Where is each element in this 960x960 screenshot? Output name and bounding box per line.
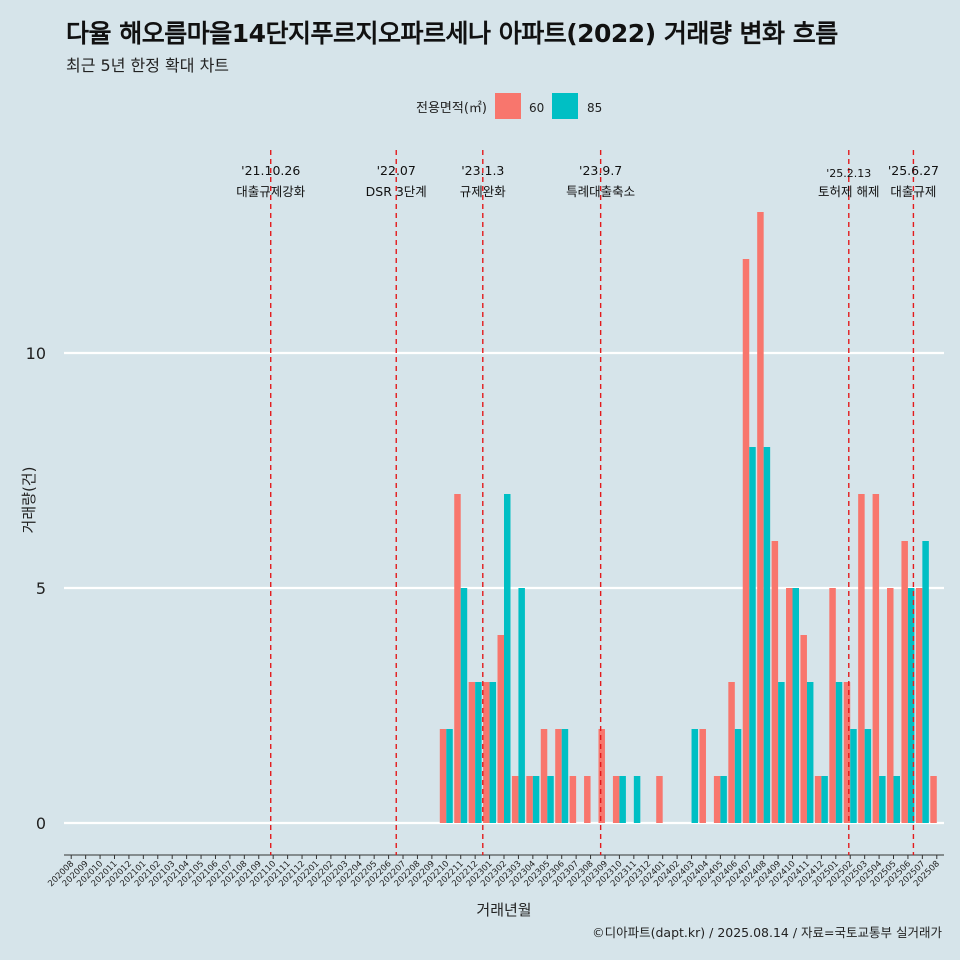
- bar-85-202406: [734, 729, 742, 823]
- bar-60-202405: [713, 776, 721, 823]
- y-tick-label: 5: [36, 579, 46, 598]
- bar-60-202503: [858, 494, 865, 823]
- bar-85-202506: [907, 588, 915, 823]
- bar-85-202210: [446, 729, 453, 823]
- event-name-label: 대출규제강화: [236, 184, 306, 199]
- bar-85-202211: [460, 588, 468, 823]
- bar-60-202211: [454, 494, 461, 823]
- bar-60-202306: [555, 729, 562, 823]
- event-name-label: DSR 3단계: [366, 184, 427, 199]
- bar-60-202411: [800, 635, 807, 823]
- bar-85-202306: [561, 729, 569, 823]
- bar-60-202407: [742, 259, 750, 823]
- bar-85-202507: [922, 541, 929, 823]
- bar-60-202309: [598, 729, 605, 823]
- chart-title: 다율 해오름마을14단지푸르지오파르세나 아파트(2022) 거래량 변화 흐름: [66, 19, 838, 48]
- legend-swatch-60: [495, 93, 521, 119]
- bar-60-202404: [699, 729, 706, 823]
- event-date-label: '22.07: [377, 163, 416, 178]
- bar-85-202311: [633, 776, 641, 823]
- bar-85-202503: [864, 729, 872, 823]
- bar-85-202504: [879, 776, 886, 823]
- legend-swatch-85: [552, 93, 578, 119]
- bar-85-202310: [619, 776, 626, 823]
- event-name-label: 토허제 해제: [818, 184, 879, 199]
- bar-60-202304: [526, 776, 533, 823]
- legend-label-60: 60: [529, 101, 544, 115]
- y-axis-title: 거래량(건): [20, 467, 38, 534]
- event-date-label: '25.6.27: [888, 163, 939, 178]
- bar-60-202305: [540, 729, 548, 823]
- y-tick-label: 0: [36, 814, 46, 833]
- event-date-label: '25.2.13: [826, 167, 871, 180]
- event-date-label: '23.1.3: [461, 163, 504, 178]
- bar-85-202403: [691, 729, 699, 823]
- bar-60-202412: [814, 776, 822, 823]
- bar-85-202212: [475, 682, 482, 823]
- bar-85-202305: [547, 776, 554, 823]
- bar-60-202301: [483, 682, 490, 823]
- bar-60-202501: [829, 588, 836, 823]
- x-axis-title: 거래년월: [476, 901, 531, 919]
- bar-85-202502: [850, 729, 857, 823]
- bar-85-202501: [835, 682, 843, 823]
- bar-85-202304: [532, 776, 540, 823]
- bar-60-202212: [468, 682, 476, 823]
- bar-85-202412: [821, 776, 828, 823]
- bar-85-202505: [893, 776, 900, 823]
- chart-subtitle: 최근 5년 한정 확대 차트: [66, 56, 230, 75]
- bar-85-202302: [504, 494, 511, 823]
- bar-60-202505: [887, 588, 894, 823]
- bar-60-202303: [511, 776, 519, 823]
- bar-85-202301: [489, 682, 497, 823]
- bar-60-202507: [915, 588, 923, 823]
- bar-60-202506: [901, 541, 908, 823]
- bar-85-202409: [778, 682, 785, 823]
- bar-60-202504: [872, 494, 880, 823]
- event-name-label: 대출규제: [890, 184, 936, 199]
- y-tick-label: 10: [26, 344, 46, 363]
- bar-60-202408: [757, 212, 764, 823]
- bar-60-202401: [656, 776, 663, 823]
- bar-85-202405: [720, 776, 727, 823]
- event-date-label: '21.10.26: [241, 163, 300, 178]
- bar-60-202410: [786, 588, 793, 823]
- event-name-label: 특례대출축소: [566, 184, 635, 199]
- bar-60-202307: [569, 776, 577, 823]
- bar-60-202406: [728, 682, 735, 823]
- bar-60-202210: [439, 729, 447, 823]
- bar-60-202302: [497, 635, 504, 823]
- bar-85-202303: [518, 588, 525, 823]
- event-date-label: '23.9.7: [579, 163, 622, 178]
- bar-60-202502: [843, 682, 851, 823]
- source-caption: ©디아파트(dapt.kr) / 2025.08.14 / 자료=국토교통부 실…: [592, 925, 942, 940]
- bar-85-202408: [763, 447, 771, 823]
- bar-85-202411: [806, 682, 814, 823]
- bar-60-202508: [930, 776, 937, 823]
- bar-85-202407: [749, 447, 756, 823]
- legend-title: 전용면적(㎡): [416, 101, 487, 116]
- bar-60-202308: [584, 776, 591, 823]
- event-name-label: 규제완화: [460, 184, 507, 199]
- bar-60-202409: [771, 541, 779, 823]
- legend-label-85: 85: [587, 101, 602, 115]
- bar-85-202410: [792, 588, 800, 823]
- bar-60-202310: [612, 776, 620, 823]
